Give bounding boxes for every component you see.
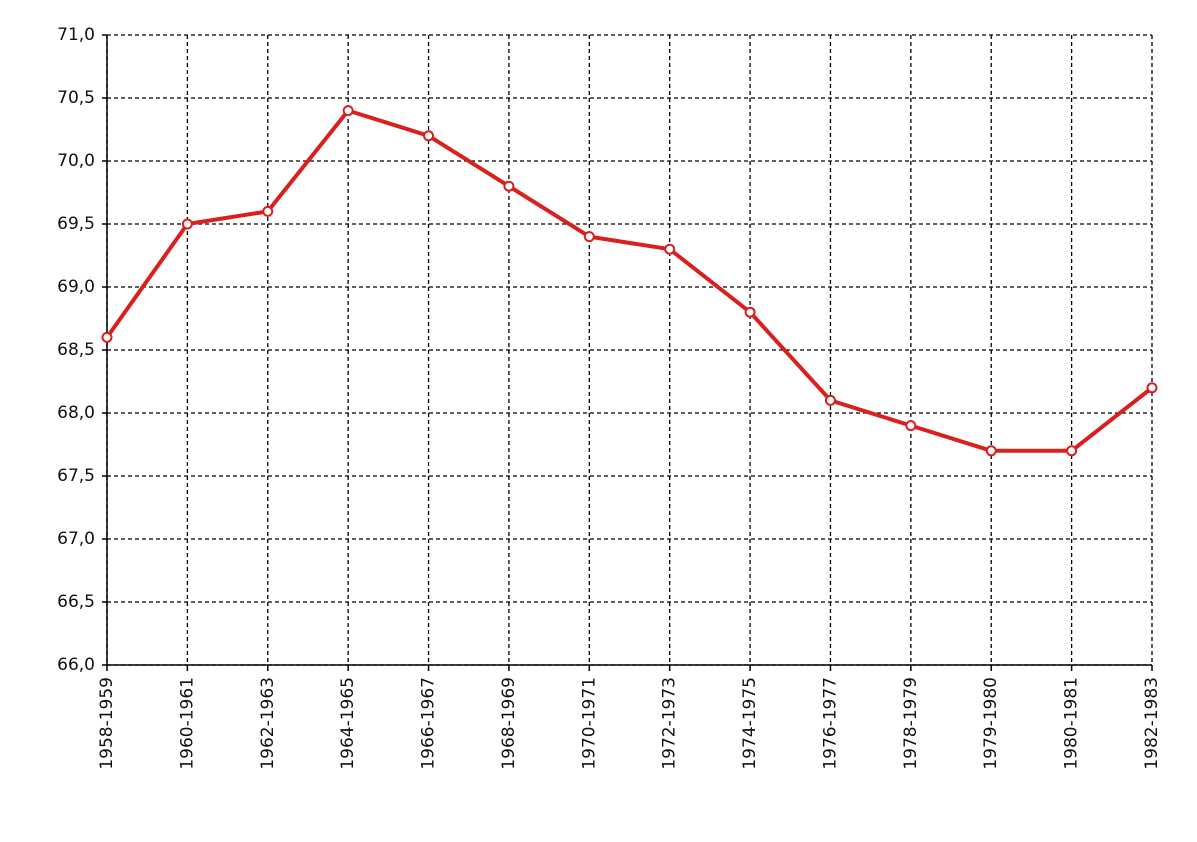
marker [905, 420, 917, 432]
y-tick-label: 66,5 [57, 592, 95, 612]
marker [664, 243, 676, 255]
marker [181, 218, 193, 230]
y-tick-label: 71,0 [57, 25, 95, 45]
x-tick-label: 1958-1959 [97, 677, 117, 770]
marker [1146, 382, 1158, 394]
x-tick-label: 1974-1975 [740, 677, 760, 770]
x-tick-label: 1962-1963 [258, 677, 278, 770]
marker [423, 130, 435, 142]
y-tick-label: 70,5 [57, 88, 95, 108]
marker [1066, 445, 1078, 457]
marker [985, 445, 997, 457]
y-tick-label: 70,0 [57, 151, 95, 171]
y-tick-label: 68,5 [57, 340, 95, 360]
x-tick-label: 1966-1967 [419, 677, 439, 770]
marker [824, 394, 836, 406]
x-tick-label: 1979-1980 [981, 677, 1001, 770]
x-tick-label: 1982-1983 [1142, 677, 1162, 770]
marker [583, 231, 595, 243]
x-tick-label: 1964-1965 [338, 677, 358, 770]
x-tick-label: 1976-1977 [820, 677, 840, 770]
line [105, 108, 1154, 453]
x-tick-label: 1978-1979 [901, 677, 921, 770]
marker [342, 105, 354, 117]
marker [744, 306, 756, 318]
y-tick-label: 67,0 [57, 529, 95, 549]
y-tick-label: 69,5 [57, 214, 95, 234]
marker [503, 180, 515, 192]
x-tick-label: 1970-1971 [579, 677, 599, 770]
x-tick-label: 1968-1969 [499, 677, 519, 770]
y-tick-label: 67,5 [57, 466, 95, 486]
y-tick-label: 68,0 [57, 403, 95, 423]
x-tick-label: 1980-1981 [1062, 677, 1082, 770]
marker [262, 205, 274, 217]
x-tick-label: 1960-1961 [177, 677, 197, 770]
y-tick-label: 66,0 [57, 655, 95, 675]
x-tick-label: 1972-1973 [660, 677, 680, 770]
y-tick-label: 69,0 [57, 277, 95, 297]
marker [101, 331, 113, 343]
